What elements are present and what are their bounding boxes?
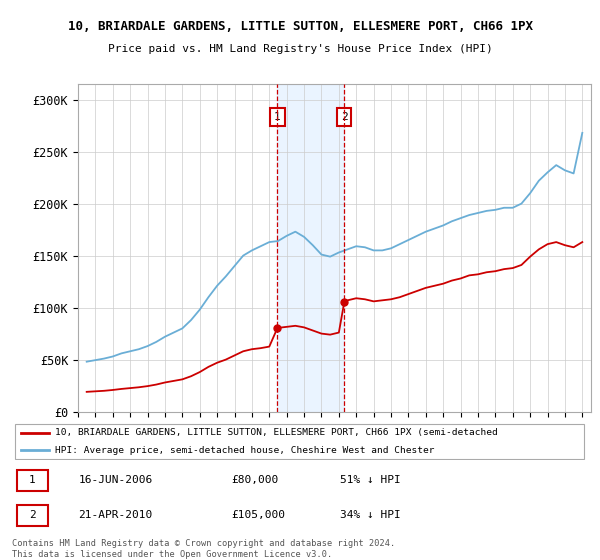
Text: 16-JUN-2006: 16-JUN-2006 (78, 475, 152, 486)
Text: 2: 2 (29, 510, 35, 520)
FancyBboxPatch shape (17, 505, 48, 525)
Text: 1: 1 (274, 112, 281, 122)
FancyBboxPatch shape (15, 424, 584, 459)
Text: £80,000: £80,000 (231, 475, 278, 486)
Text: Price paid vs. HM Land Registry's House Price Index (HPI): Price paid vs. HM Land Registry's House … (107, 44, 493, 54)
Text: Contains HM Land Registry data © Crown copyright and database right 2024.
This d: Contains HM Land Registry data © Crown c… (12, 539, 395, 559)
Text: HPI: Average price, semi-detached house, Cheshire West and Chester: HPI: Average price, semi-detached house,… (55, 446, 434, 455)
Bar (277, 84, 344, 412)
Text: 10, BRIARDALE GARDENS, LITTLE SUTTON, ELLESMERE PORT, CH66 1PX: 10, BRIARDALE GARDENS, LITTLE SUTTON, EL… (67, 20, 533, 32)
Text: £105,000: £105,000 (231, 510, 285, 520)
FancyBboxPatch shape (17, 470, 48, 491)
Text: 51% ↓ HPI: 51% ↓ HPI (340, 475, 401, 486)
Text: 34% ↓ HPI: 34% ↓ HPI (340, 510, 401, 520)
Text: 21-APR-2010: 21-APR-2010 (78, 510, 152, 520)
Text: 1: 1 (29, 475, 35, 486)
Text: 10, BRIARDALE GARDENS, LITTLE SUTTON, ELLESMERE PORT, CH66 1PX (semi-detached: 10, BRIARDALE GARDENS, LITTLE SUTTON, EL… (55, 428, 498, 437)
Text: 2: 2 (341, 112, 347, 122)
